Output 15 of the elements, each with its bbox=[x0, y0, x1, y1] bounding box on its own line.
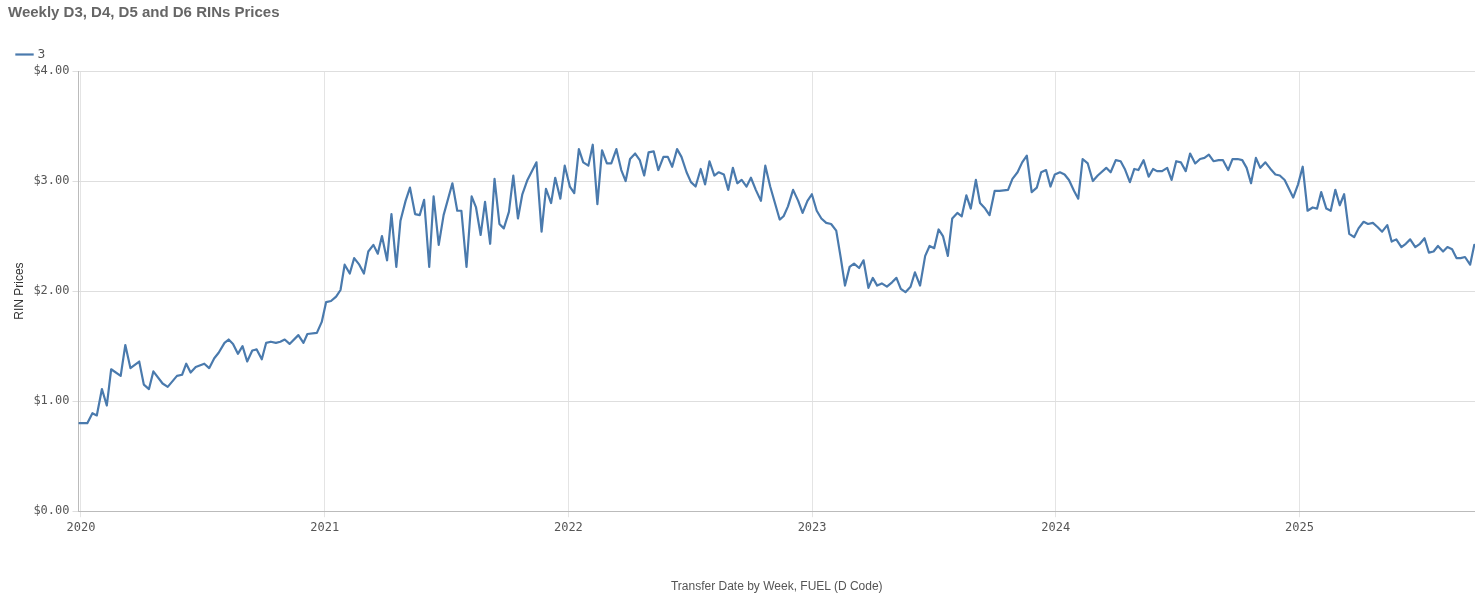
chart-title: Weekly D3, D4, D5 and D6 RINs Prices bbox=[8, 3, 280, 21]
y-tick-label: $4.00 bbox=[33, 63, 70, 78]
y-tick-label: $3.00 bbox=[33, 173, 70, 188]
y-tick-label: $2.00 bbox=[33, 283, 70, 298]
legend-label: 3 bbox=[37, 45, 46, 61]
y-tick-label: $1.00 bbox=[33, 393, 70, 408]
y-tick-label: $0.00 bbox=[33, 503, 70, 518]
x-tick-label: 2025 bbox=[1285, 519, 1314, 534]
x-tick-label: 2020 bbox=[66, 519, 96, 534]
x-axis-title: Transfer Date by Week, FUEL (D Code) bbox=[670, 579, 883, 594]
x-tick-label: 2022 bbox=[553, 519, 583, 534]
y-axis-title: RIN Prices bbox=[11, 262, 26, 320]
x-tick-label: 2021 bbox=[310, 519, 340, 534]
x-tick-label: 2023 bbox=[797, 519, 827, 534]
x-tick-label: 2024 bbox=[1041, 519, 1071, 534]
